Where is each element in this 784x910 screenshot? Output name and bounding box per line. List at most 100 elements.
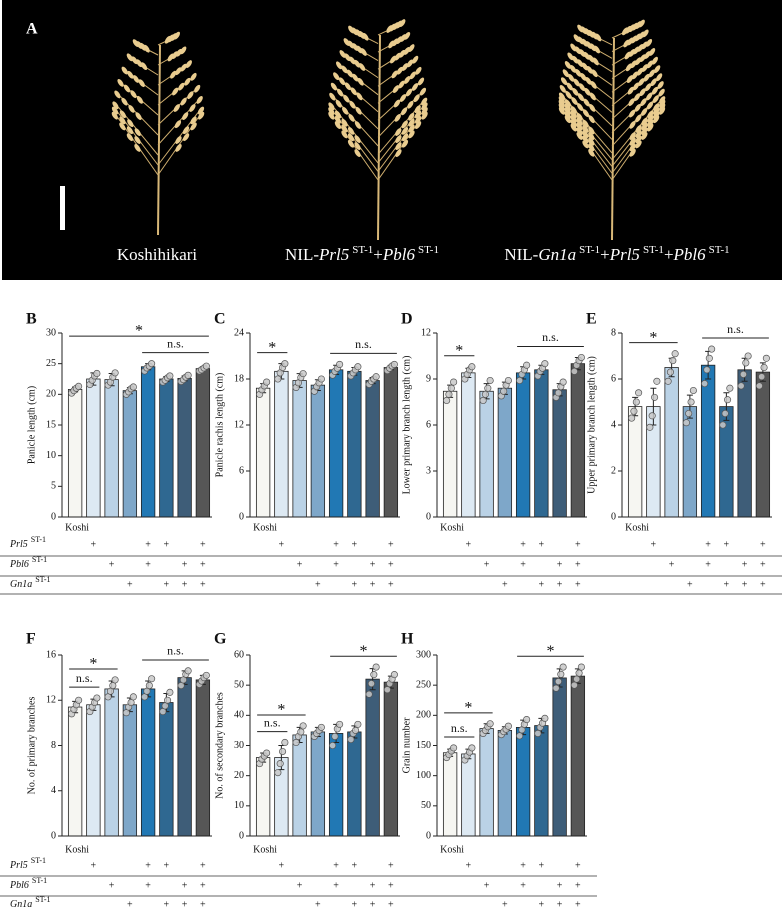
genotype-mark: + xyxy=(466,860,472,871)
caption-part: + xyxy=(373,245,383,264)
grain xyxy=(175,144,182,152)
data-point xyxy=(129,693,137,701)
grain xyxy=(399,94,407,102)
allele: ST-1 xyxy=(35,575,50,584)
y-tick-label: 16 xyxy=(46,649,56,660)
data-point xyxy=(630,407,638,415)
data-point xyxy=(573,675,581,683)
significance-label: n.s. xyxy=(167,336,184,350)
bar xyxy=(365,380,380,518)
y-tick-label: 12 xyxy=(234,419,244,430)
stem xyxy=(377,34,381,241)
grain xyxy=(401,63,409,71)
y-tick-label: 100 xyxy=(416,770,431,781)
grain xyxy=(134,136,141,144)
grain xyxy=(354,149,361,157)
data-point xyxy=(628,414,636,422)
caption-part: Koshihikari xyxy=(117,245,198,264)
bar xyxy=(195,679,211,837)
grain xyxy=(111,111,118,120)
data-point xyxy=(390,671,398,679)
caption-part: NIL- xyxy=(504,245,538,264)
y-tick-label: 0 xyxy=(51,511,56,522)
grain xyxy=(126,53,134,62)
grain xyxy=(588,148,595,157)
grain xyxy=(576,103,584,111)
data-point xyxy=(744,352,752,360)
grain xyxy=(629,137,636,146)
data-point xyxy=(504,722,512,730)
grain xyxy=(638,19,645,28)
grain xyxy=(348,25,355,34)
grain xyxy=(398,80,405,89)
grain xyxy=(653,111,660,120)
genotype-mark: + xyxy=(724,579,730,590)
bar xyxy=(86,378,101,518)
data-point xyxy=(739,370,747,378)
bar xyxy=(383,367,399,518)
bar xyxy=(292,380,307,518)
data-point xyxy=(281,738,289,747)
bar xyxy=(195,368,211,518)
grain xyxy=(558,92,566,101)
grain xyxy=(194,84,201,93)
bar xyxy=(497,387,513,518)
y-tick-label: 20 xyxy=(46,389,56,400)
data-point xyxy=(329,741,337,750)
grain xyxy=(564,115,571,124)
genotype-mark: + xyxy=(370,899,376,910)
grain xyxy=(651,56,658,65)
grain xyxy=(349,100,356,109)
grain xyxy=(343,38,350,46)
control-label: Koshi xyxy=(440,522,464,533)
data-point xyxy=(263,378,271,386)
genotype-mark: + xyxy=(370,559,376,570)
grain xyxy=(577,93,585,102)
grain xyxy=(413,94,420,103)
grain xyxy=(408,44,415,52)
caption-part: Pbl6 xyxy=(673,245,707,264)
grain xyxy=(395,128,402,136)
y-tick-label: 60 xyxy=(234,649,244,660)
y-tick-label: 0 xyxy=(239,511,244,522)
data-point xyxy=(347,735,355,744)
bar xyxy=(292,734,307,837)
grain xyxy=(590,80,597,89)
data-point xyxy=(148,675,156,683)
data-point xyxy=(664,377,672,385)
data-point xyxy=(292,738,300,747)
grain xyxy=(189,104,196,112)
genotype-mark: + xyxy=(520,539,526,550)
grain xyxy=(132,39,140,48)
y-tick-label: 25 xyxy=(46,358,56,369)
grain xyxy=(570,114,577,123)
y-axis-label: No. of primary branches xyxy=(26,697,37,795)
data-point xyxy=(758,373,766,381)
grain xyxy=(564,99,572,108)
bar xyxy=(122,390,138,518)
grain xyxy=(335,61,343,70)
grain xyxy=(648,69,656,78)
genotype-mark: + xyxy=(388,860,394,871)
data-point xyxy=(443,396,451,405)
genotype-mark: + xyxy=(352,860,358,871)
genotype-mark: + xyxy=(388,559,394,570)
caption-part: ST-1 xyxy=(579,244,600,256)
significance-label: * xyxy=(464,700,472,717)
grain xyxy=(342,106,349,115)
genotype-mark: + xyxy=(200,860,206,871)
allele: ST-1 xyxy=(35,895,50,904)
grain xyxy=(588,143,595,152)
grain xyxy=(414,121,422,129)
data-point xyxy=(383,686,391,694)
data-point xyxy=(93,369,101,378)
grain xyxy=(626,75,634,83)
grain xyxy=(421,107,428,115)
data-point xyxy=(523,361,531,369)
genotype-mark: + xyxy=(370,880,376,891)
grain xyxy=(182,112,189,120)
data-point xyxy=(486,376,494,385)
grain xyxy=(126,133,134,142)
bar xyxy=(104,379,119,518)
genotype-mark: + xyxy=(315,899,321,910)
